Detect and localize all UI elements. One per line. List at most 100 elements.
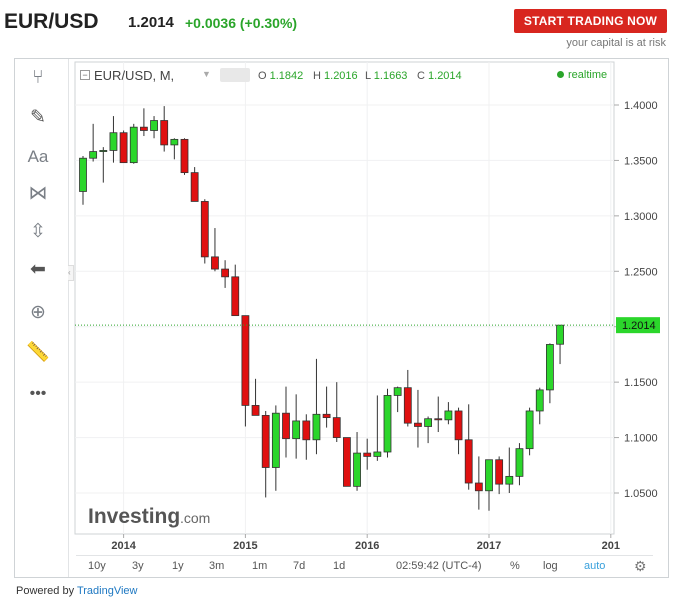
zoom-icon[interactable]: ⊕ <box>30 302 46 323</box>
pattern-icon[interactable]: ⋈ <box>28 183 48 204</box>
measure-icon[interactable]: ⇳ <box>30 221 46 242</box>
brush-icon[interactable]: ✎ <box>30 107 46 128</box>
last-price-tag <box>616 317 660 334</box>
candle-body <box>302 420 311 441</box>
start-trading-button[interactable]: START TRADING NOW <box>514 9 667 33</box>
candle-body <box>535 389 544 412</box>
log-scale-button[interactable]: log <box>543 560 558 572</box>
candle <box>434 396 443 433</box>
price-axis[interactable]: 1.05001.10001.15001.20001.25001.30001.35… <box>614 100 658 500</box>
range-bar: 10y 3y 1y 3m 1m 7d 1d 02:59:42 (UTC-4) %… <box>76 555 653 575</box>
legend-collapse-icon[interactable]: − <box>80 70 90 80</box>
ruler-icon[interactable]: 📏 <box>26 342 50 363</box>
candle <box>322 386 331 428</box>
candle-body <box>99 150 108 152</box>
candle <box>485 459 493 511</box>
candle-body <box>231 276 240 317</box>
candle <box>383 388 392 458</box>
candle <box>160 106 169 152</box>
candle <box>373 395 382 461</box>
legend-dropdown-icon[interactable]: ▼ <box>202 69 211 79</box>
watermark-suffix: .com <box>180 510 210 526</box>
candle-body <box>150 120 158 131</box>
range-3m-button[interactable]: 3m <box>209 560 225 572</box>
legend-visibility-icon[interactable] <box>220 68 250 82</box>
drawing-toolbar: ⑂ ✎ Aa ⋈ ⇳ ⬅ ⊕ 📏 ••• <box>15 59 69 577</box>
y-tick-label: 1.3000 <box>624 211 658 223</box>
candle-body <box>322 413 331 419</box>
price-change: +0.0036 (+0.30%) <box>185 15 298 31</box>
candle-body <box>211 256 219 270</box>
range-10y-button[interactable]: 10y <box>88 560 106 572</box>
text-tool-icon[interactable]: Aa <box>27 147 49 166</box>
candle-body <box>109 132 118 151</box>
tradingview-link[interactable]: TradingView <box>76 585 138 597</box>
y-tick-label: 1.3500 <box>624 155 658 167</box>
auto-scale-button[interactable]: auto <box>584 560 606 572</box>
candle-body <box>342 437 351 487</box>
x-tick-label: 2017 <box>477 540 501 552</box>
percent-scale-button[interactable]: % <box>510 560 520 572</box>
clock-time[interactable]: 02:59:42 (UTC-4) <box>396 560 482 572</box>
candle <box>109 116 118 163</box>
range-1d-button[interactable]: 1d <box>333 560 346 572</box>
candle <box>139 108 148 137</box>
candle-body <box>424 418 433 427</box>
candle-body <box>89 151 98 159</box>
candle <box>464 404 473 490</box>
legend-open: O 1.1842 <box>258 70 304 82</box>
range-1y-button[interactable]: 1y <box>172 560 184 572</box>
candle-body <box>454 410 463 441</box>
candle-body <box>332 417 341 438</box>
candle-body <box>119 132 128 164</box>
candle <box>190 167 199 202</box>
range-1m-button[interactable]: 1m <box>252 560 268 572</box>
candle <box>525 407 534 456</box>
time-axis[interactable]: 2014 2015 2016 2017 201 <box>111 534 620 552</box>
more-tools-icon[interactable]: ••• <box>29 385 47 402</box>
candle <box>363 438 372 470</box>
candle <box>556 324 564 365</box>
candle <box>99 147 108 183</box>
candle <box>231 264 240 317</box>
candle <box>271 405 280 491</box>
symbol-name: EUR/USD <box>4 10 99 33</box>
candle <box>200 199 209 264</box>
candle <box>505 447 514 493</box>
last-price: 1.2014 <box>128 14 174 31</box>
candle <box>211 228 219 272</box>
candle-body <box>200 201 209 258</box>
candle <box>79 155 87 205</box>
candle <box>474 456 483 510</box>
candle <box>424 416 433 444</box>
arrow-back-icon[interactable]: ⬅ <box>30 259 46 280</box>
investing-watermark: Investing .com <box>88 505 210 528</box>
candles <box>79 106 564 511</box>
y-tick-label: 1.0500 <box>624 488 658 500</box>
candle-body <box>556 324 564 345</box>
candle <box>129 123 138 164</box>
range-7d-button[interactable]: 7d <box>293 560 306 572</box>
candle-body <box>495 459 504 485</box>
powered-by-label: Powered by <box>16 585 75 597</box>
candle <box>515 443 524 486</box>
candle-body <box>261 414 270 468</box>
candle <box>495 456 504 495</box>
candle-body <box>485 459 493 492</box>
candle-body <box>393 387 402 396</box>
candle-body <box>546 344 554 391</box>
legend-symbol: EUR/USD, M, <box>94 68 175 83</box>
range-3y-button[interactable]: 3y <box>132 560 144 572</box>
collapse-toolbar-icon[interactable]: ‹ <box>68 265 74 281</box>
candle <box>342 437 351 487</box>
x-tick-label: 2015 <box>233 540 257 552</box>
trend-line-icon[interactable]: ⑂ <box>32 67 44 88</box>
settings-gear-icon[interactable]: ⚙ <box>634 558 647 574</box>
candle <box>535 387 544 425</box>
candle-body <box>251 405 260 416</box>
candle-body <box>190 172 199 202</box>
candle <box>546 343 554 404</box>
candle-body <box>221 268 230 278</box>
powered-by: Powered by TradingView <box>16 585 138 597</box>
